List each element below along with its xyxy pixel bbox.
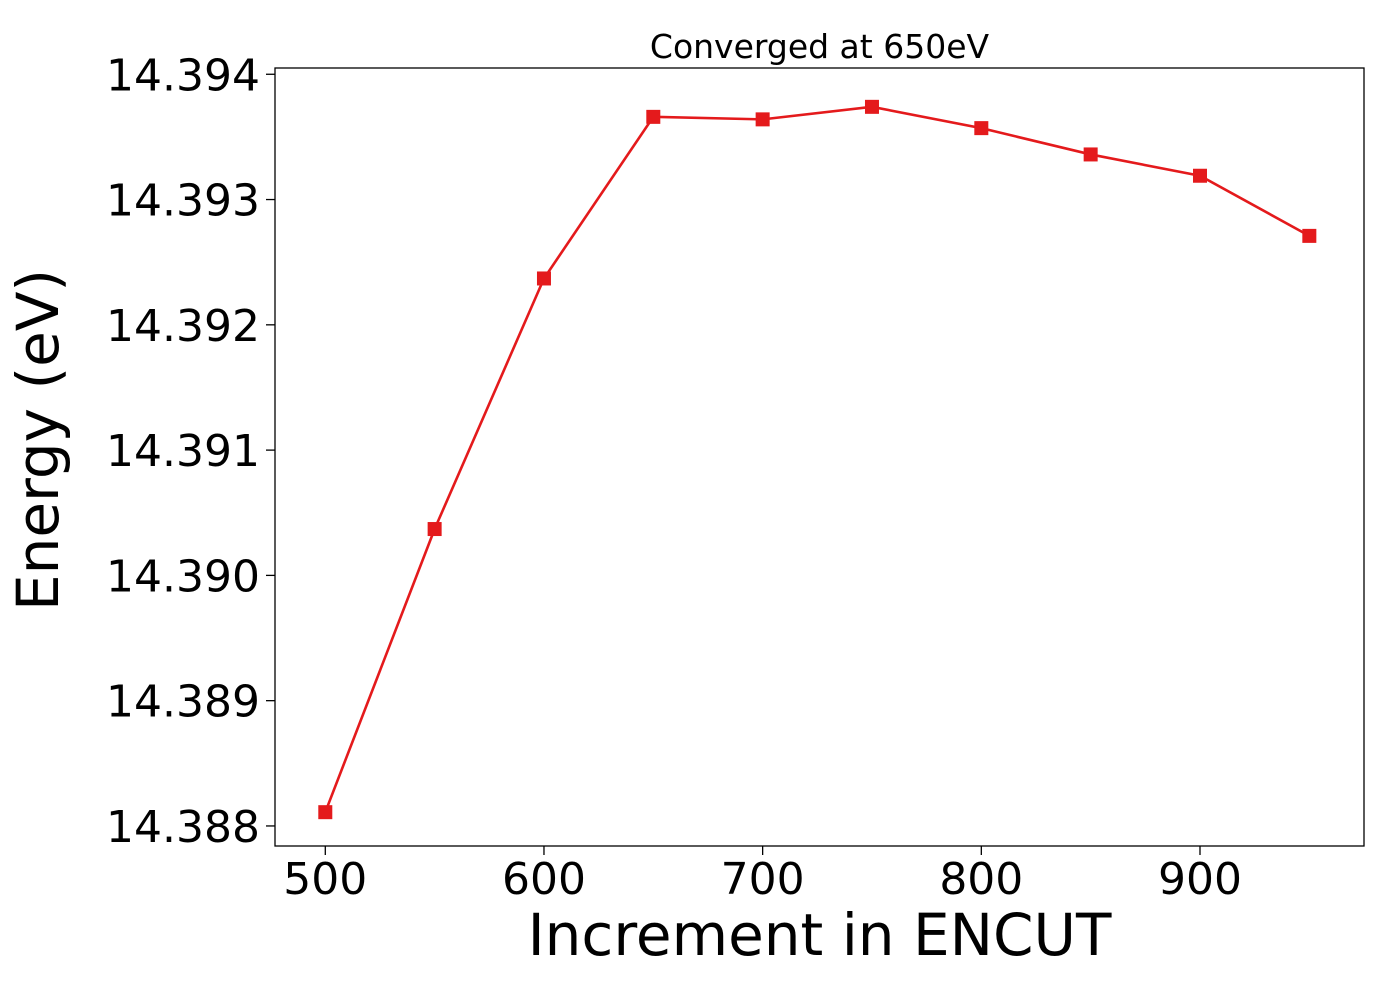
data-point <box>1192 168 1207 183</box>
y-tick-label: 14.394 <box>106 50 260 101</box>
x-axis-title: Increment in ENCUT <box>528 901 1112 969</box>
data-point <box>755 112 770 127</box>
y-axis-title: Energy (eV) <box>4 269 72 611</box>
series-line <box>324 105 1310 813</box>
data-point <box>1083 147 1098 162</box>
y-tick-label: 14.389 <box>106 677 260 728</box>
data-point <box>318 805 333 820</box>
data-point <box>864 99 879 114</box>
y-tick-label: 14.388 <box>106 802 260 853</box>
y-axis-ticks: 14.388 14.389 14.390 14.391 14.392 14.393 14.3… <box>106 50 275 853</box>
x-tick-label: 500 <box>283 854 367 905</box>
y-tick-label: 14.391 <box>106 426 260 477</box>
x-tick-label: 800 <box>939 854 1023 905</box>
x-axis-ticks: 500 600 700 800 900 <box>283 846 1242 905</box>
y-tick-label: 14.390 <box>106 551 260 602</box>
data-point <box>536 271 551 286</box>
y-tick-label: 14.392 <box>106 301 260 352</box>
data-point <box>646 109 661 124</box>
data-point <box>974 121 989 136</box>
x-tick-label: 700 <box>721 854 805 905</box>
plot-frame <box>274 67 1365 847</box>
series-layer <box>318 99 1317 820</box>
y-tick-label: 14.393 <box>106 176 260 227</box>
x-tick-label: 900 <box>1158 854 1242 905</box>
data-point <box>427 522 442 537</box>
chart-title: Converged at 650eV <box>650 27 990 66</box>
data-point <box>1302 228 1317 243</box>
x-tick-label: 600 <box>502 854 586 905</box>
